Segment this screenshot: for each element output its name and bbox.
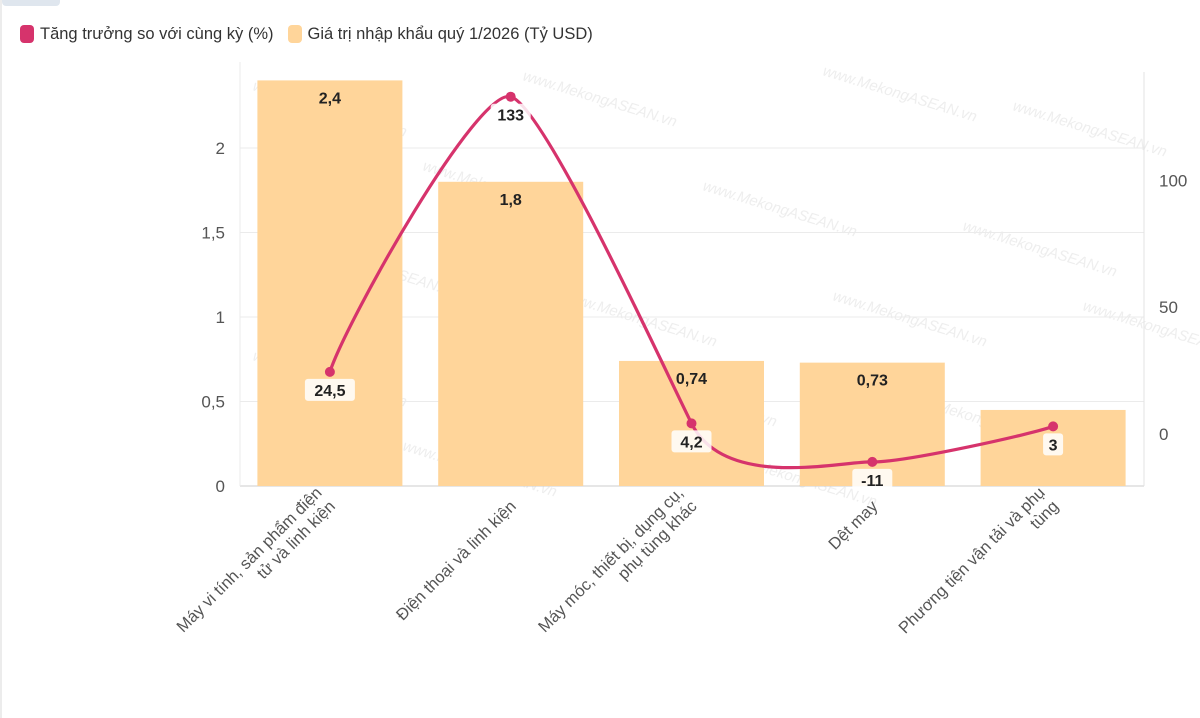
watermark-text: www.MekongASEAN.vn	[701, 178, 859, 241]
chart-legend: Tăng trưởng so với cùng kỳ (%) Giá trị n…	[20, 22, 593, 46]
left-axis-tick-label: 0	[216, 477, 225, 496]
x-axis-category-label: Điện thoại và linh kiện	[393, 497, 520, 624]
line-data-label: 24,5	[314, 383, 345, 400]
bar-data-label: 2,4	[319, 90, 341, 107]
line-data-label: 3	[1049, 437, 1058, 454]
right-axis-tick-label: 50	[1159, 298, 1178, 317]
watermark-text: www.MekongASEAN.vn	[1011, 98, 1169, 161]
left-axis-tick-label: 1	[216, 308, 225, 327]
line-data-label: -11	[861, 473, 883, 490]
legend-item-import-value[interactable]: Giá trị nhập khẩu quý 1/2026 (Tỷ USD)	[287, 24, 593, 44]
x-axis-category-label: Máy móc, thiết bị, dụng cụ,phụ tùng khác	[535, 484, 701, 650]
legend-item-growth[interactable]: Tăng trưởng so với cùng kỳ (%)	[20, 25, 274, 44]
left-axis-tick-label: 2	[216, 139, 225, 158]
left-axis-tick-label: 1,5	[201, 224, 225, 243]
line-label-bg	[1043, 433, 1064, 456]
legend-swatch-growth	[20, 25, 34, 43]
line-point-growth	[324, 366, 335, 377]
line-point-growth	[505, 91, 516, 102]
legend-swatch-import-value	[287, 25, 302, 43]
legend-label-growth: Tăng trưởng so với cùng kỳ (%)	[40, 24, 274, 43]
watermark-text: www.MekongASEAN.vn	[831, 288, 989, 351]
line-label-bg	[671, 430, 712, 453]
x-axis-category-label: Dệt may	[825, 497, 882, 554]
bar-data-label: 1,8	[500, 192, 522, 209]
right-axis-tick-label: 100	[1159, 171, 1187, 190]
line-point-growth	[867, 456, 878, 467]
line-label-bg	[490, 103, 531, 126]
watermark-text: www.MekongASEAN.vn	[961, 218, 1119, 281]
line-label-bg	[304, 378, 355, 401]
bar-import-value	[438, 181, 584, 487]
line-data-label: 4,2	[680, 434, 702, 451]
bar-data-label: 0,74	[676, 371, 707, 388]
watermark-text: www.MekongASEAN.vn	[1081, 298, 1200, 361]
watermark-text: www.MekongASEAN.vn	[821, 63, 979, 126]
line-point-growth	[686, 418, 697, 429]
left-axis-tick-label: 0,5	[201, 393, 225, 412]
bar-data-label: 0,73	[857, 373, 888, 390]
line-data-label: 133	[497, 108, 524, 125]
line-point-growth	[1048, 421, 1059, 432]
line-label-bg	[852, 468, 893, 491]
top-tab-accent	[2, 0, 60, 6]
x-axis-category-label: Máy vi tính, sản phẩm điệntử và linh kiệ…	[173, 484, 339, 650]
x-axis-category-label: Phương tiện vận tải và phụtùng	[895, 484, 1062, 651]
watermark-text: www.MekongASEAN.vn	[521, 68, 679, 131]
legend-label-import-value: Giá trị nhập khẩu quý 1/2026 (Tỷ USD)	[307, 24, 593, 43]
right-axis-tick-label: 0	[1159, 425, 1168, 444]
bar-import-value	[257, 80, 403, 487]
line-growth	[328, 95, 1054, 470]
